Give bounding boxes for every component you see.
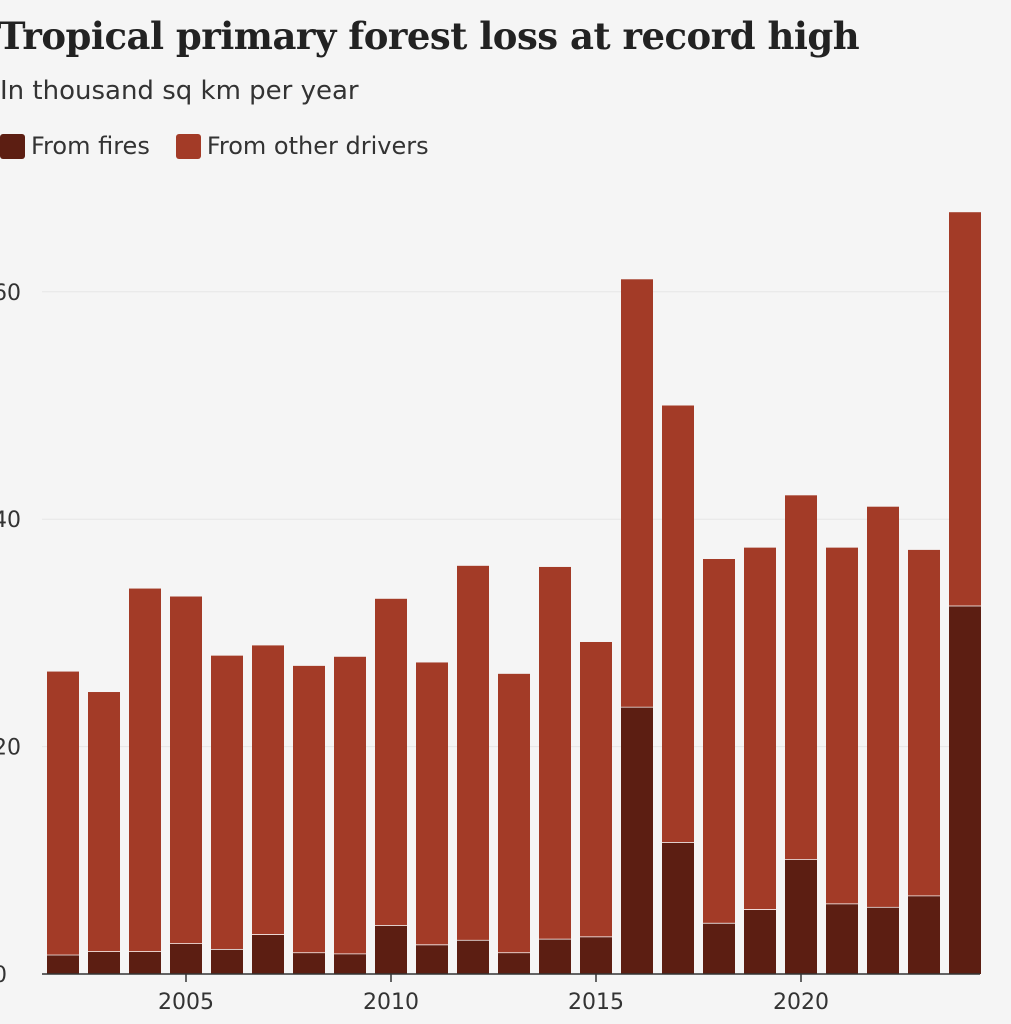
- x-tick-label-2010: 2010: [363, 990, 419, 1015]
- bar-other-drivers-2014: [539, 566, 571, 939]
- bar-other-drivers-2024: [949, 212, 981, 606]
- bar-other-drivers-2009: [334, 656, 366, 954]
- bar-fires-2015: [580, 936, 612, 974]
- bar-other-drivers-2022: [867, 506, 899, 907]
- legend-label-other-drivers: From other drivers: [206, 132, 429, 160]
- bar-other-drivers-2006: [211, 655, 243, 949]
- bar-other-drivers-2008: [293, 665, 325, 953]
- x-tick-label-2020: 2020: [773, 990, 829, 1015]
- legend-swatch-other-drivers: [175, 133, 201, 159]
- bar-fires-2004: [129, 951, 161, 974]
- bar-other-drivers-2023: [908, 549, 940, 896]
- bar-fires-2010: [375, 925, 407, 974]
- bar-fires-2003: [88, 951, 120, 974]
- bar-fires-2021: [826, 903, 858, 974]
- bar-fires-2002: [47, 954, 79, 974]
- bar-fires-2022: [867, 906, 899, 974]
- bar-fires-2020: [785, 859, 817, 974]
- bar-other-drivers-2016: [621, 279, 653, 707]
- bar-fires-2024: [949, 605, 981, 974]
- x-tick-label-2015: 2015: [568, 990, 624, 1015]
- bar-other-drivers-2010: [375, 598, 407, 926]
- bar-other-drivers-2007: [252, 645, 284, 935]
- chart-title: Tropical primary forest loss at record h…: [0, 14, 860, 58]
- chart-subtitle: In thousand sq km per year: [0, 76, 359, 106]
- bar-other-drivers-2004: [129, 588, 161, 952]
- bar-fires-2016: [621, 706, 653, 974]
- bar-other-drivers-2013: [498, 673, 530, 953]
- bar-other-drivers-2019: [744, 547, 776, 910]
- bar-other-drivers-2012: [457, 565, 489, 940]
- legend: From fires From other drivers: [0, 132, 455, 160]
- bar-fires-2012: [457, 939, 489, 974]
- bar-fires-2011: [416, 944, 448, 974]
- legend-item-fires: From fires: [0, 132, 150, 160]
- bar-fires-2005: [170, 943, 202, 974]
- bar-other-drivers-2011: [416, 662, 448, 945]
- y-tick-label-20: 20: [0, 736, 21, 761]
- legend-item-other-drivers: From other drivers: [175, 132, 429, 160]
- y-tick-label-0: 0: [0, 963, 7, 988]
- legend-swatch-fires: [0, 133, 25, 159]
- bar-fires-2017: [662, 842, 694, 974]
- bar-fires-2008: [293, 952, 325, 974]
- bar-other-drivers-2021: [826, 547, 858, 904]
- bar-other-drivers-2015: [580, 641, 612, 937]
- bar-fires-2007: [252, 934, 284, 974]
- bar-fires-2018: [703, 922, 735, 974]
- bar-fires-2009: [334, 953, 366, 974]
- bar-other-drivers-2005: [170, 596, 202, 944]
- bar-other-drivers-2018: [703, 558, 735, 923]
- bar-other-drivers-2003: [88, 692, 120, 952]
- bar-other-drivers-2002: [47, 671, 79, 955]
- legend-label-fires: From fires: [31, 132, 150, 160]
- x-tick-label-2005: 2005: [158, 990, 214, 1015]
- bar-fires-2023: [908, 895, 940, 974]
- bar-other-drivers-2020: [785, 495, 817, 860]
- bar-fires-2013: [498, 952, 530, 974]
- y-tick-label-60: 60: [0, 281, 21, 306]
- bar-fires-2019: [744, 909, 776, 974]
- bar-fires-2014: [539, 938, 571, 974]
- bar-other-drivers-2017: [662, 405, 694, 843]
- y-tick-label-40: 40: [0, 508, 21, 533]
- bar-fires-2006: [211, 948, 243, 974]
